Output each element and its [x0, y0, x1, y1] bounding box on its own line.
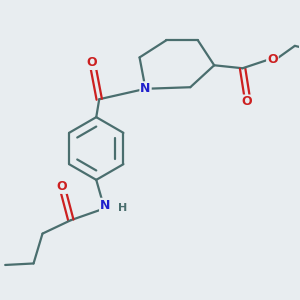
Text: O: O	[86, 56, 97, 69]
Text: O: O	[57, 180, 67, 193]
Text: O: O	[242, 95, 252, 109]
Text: N: N	[140, 82, 151, 95]
Text: O: O	[267, 53, 278, 66]
Text: H: H	[118, 202, 127, 213]
Text: N: N	[100, 199, 110, 212]
